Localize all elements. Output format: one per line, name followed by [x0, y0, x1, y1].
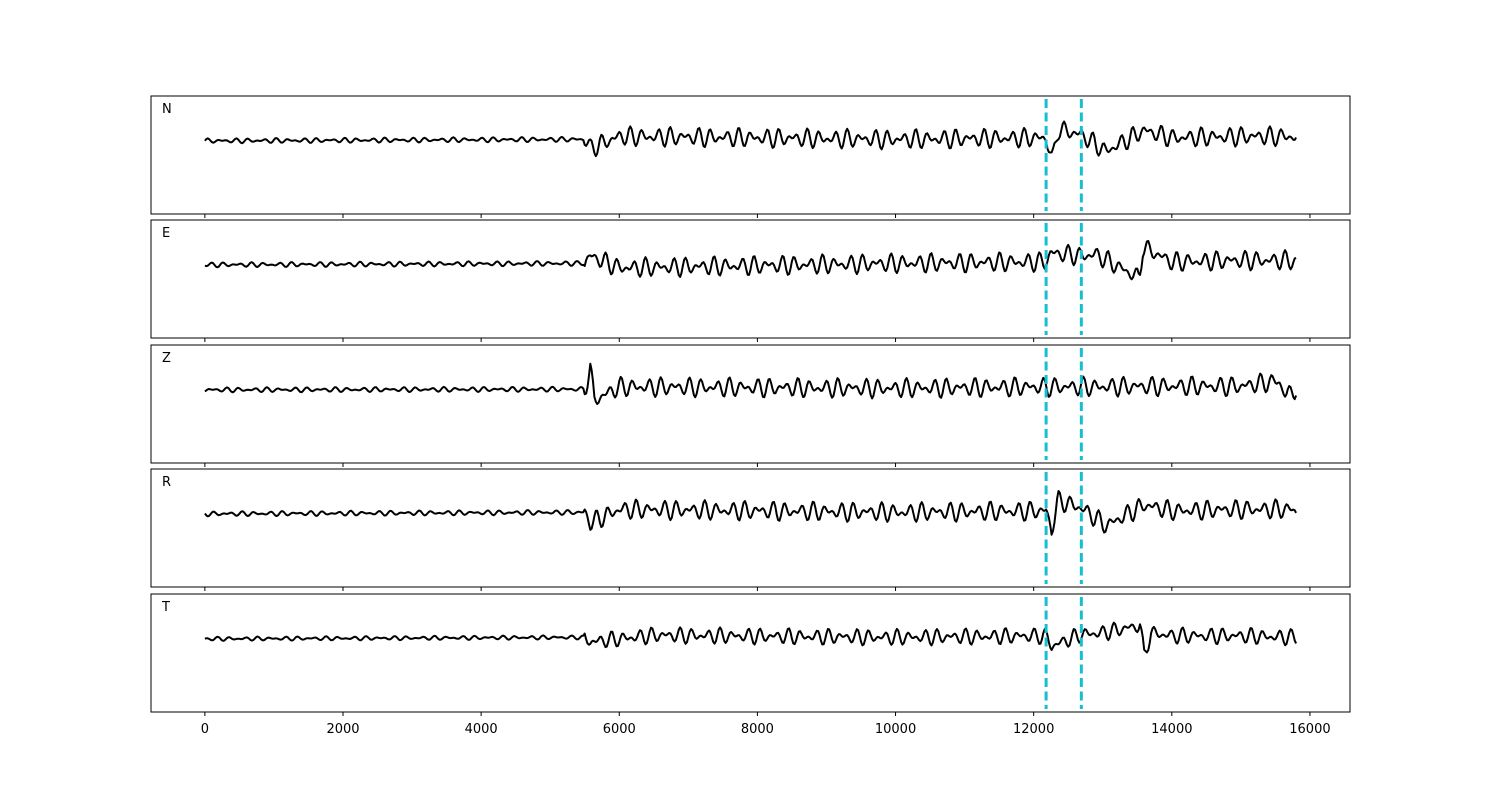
trace-e — [204, 240, 1297, 281]
panel-n: N — [150, 95, 1351, 218]
x-tick-label: 10000 — [875, 722, 916, 737]
trace-r — [204, 490, 1297, 536]
panel-e: E — [150, 219, 1351, 342]
x-tick-label: 6000 — [603, 722, 636, 737]
panel-frame — [150, 593, 1351, 713]
channel-label: E — [162, 226, 170, 241]
trace-panels: N E Z R T — [150, 95, 1351, 716]
channel-label: Z — [162, 351, 171, 366]
panel-frame — [150, 344, 1351, 464]
panel-z: Z — [150, 344, 1351, 467]
channel-label: R — [162, 475, 171, 490]
x-tick-label: 8000 — [741, 722, 774, 737]
trace-z — [204, 362, 1298, 405]
x-tick-label: 2000 — [326, 722, 359, 737]
trace-t — [204, 621, 1298, 654]
x-tick-label: 4000 — [465, 722, 498, 737]
panel-frame — [150, 219, 1351, 339]
x-tick-label: 12000 — [1013, 722, 1054, 737]
panel-t: T — [150, 593, 1351, 716]
x-tick-label: 0 — [201, 722, 209, 737]
trace-n — [204, 120, 1297, 158]
channel-label: N — [162, 102, 172, 117]
panel-frame — [150, 95, 1351, 215]
x-axis: 0 2000 4000 6000 8000 10000 12000 14000 16000 — [201, 722, 1331, 737]
panel-r: R — [150, 468, 1351, 591]
x-tick-label: 16000 — [1289, 722, 1330, 737]
panel-frame — [150, 468, 1351, 588]
channel-label: T — [161, 600, 170, 615]
x-tick-label: 14000 — [1151, 722, 1192, 737]
